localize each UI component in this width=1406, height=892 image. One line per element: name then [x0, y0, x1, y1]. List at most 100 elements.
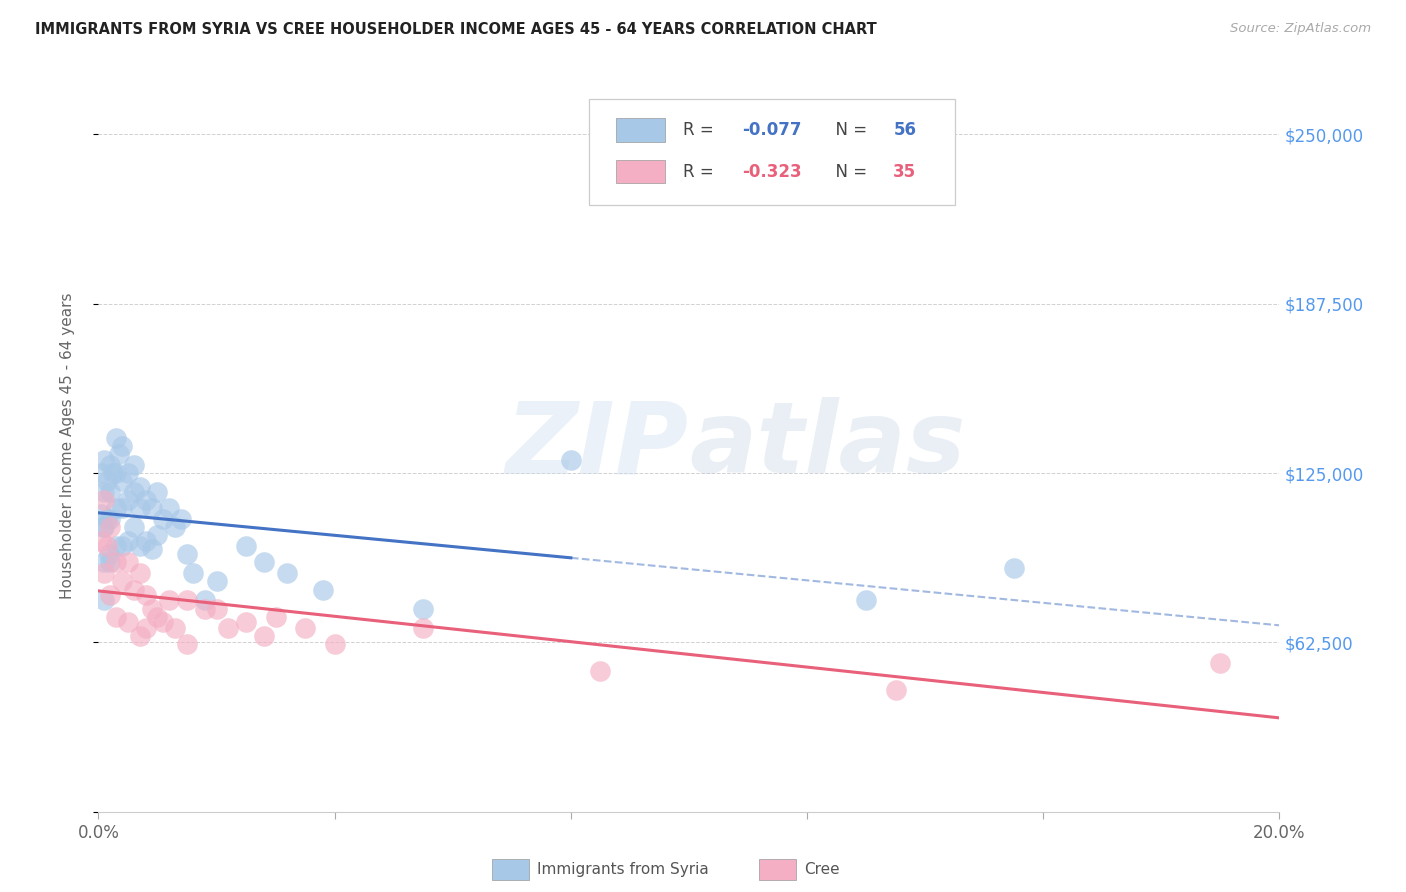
- Text: -0.077: -0.077: [742, 121, 801, 139]
- Text: 56: 56: [893, 121, 917, 139]
- Text: Source: ZipAtlas.com: Source: ZipAtlas.com: [1230, 22, 1371, 36]
- Point: [141, 501, 163, 516]
- Point: [117, 493, 139, 508]
- Point: [141, 601, 163, 615]
- Text: Cree: Cree: [804, 863, 839, 877]
- Point: [98, 556, 121, 570]
- Point: [93, 556, 115, 570]
- Point: [294, 620, 316, 634]
- Point: [93, 566, 115, 581]
- Point: [253, 556, 276, 570]
- Point: [90, 507, 112, 521]
- Point: [117, 533, 139, 548]
- Point: [1209, 656, 1232, 670]
- Point: [122, 582, 145, 597]
- Point: [98, 458, 121, 472]
- Point: [108, 447, 131, 461]
- Y-axis label: Householder Income Ages 45 - 64 years: Householder Income Ages 45 - 64 years: [60, 293, 75, 599]
- FancyBboxPatch shape: [589, 99, 955, 204]
- Point: [560, 452, 582, 467]
- Text: ZIP: ZIP: [506, 398, 689, 494]
- Point: [117, 556, 139, 570]
- Point: [96, 539, 118, 553]
- Point: [176, 593, 198, 607]
- Point: [105, 466, 128, 480]
- Point: [157, 501, 180, 516]
- Point: [111, 539, 134, 553]
- Point: [157, 593, 180, 607]
- Point: [93, 485, 115, 500]
- Point: [103, 466, 125, 480]
- Point: [93, 452, 115, 467]
- Point: [194, 601, 217, 615]
- Text: IMMIGRANTS FROM SYRIA VS CREE HOUSEHOLDER INCOME AGES 45 - 64 YEARS CORRELATION : IMMIGRANTS FROM SYRIA VS CREE HOUSEHOLDE…: [35, 22, 877, 37]
- Point: [146, 485, 169, 500]
- Point: [105, 431, 128, 445]
- Text: Immigrants from Syria: Immigrants from Syria: [537, 863, 709, 877]
- Point: [176, 547, 198, 561]
- Point: [152, 512, 174, 526]
- Text: N =: N =: [825, 121, 872, 139]
- Point: [90, 533, 112, 548]
- Point: [117, 615, 139, 629]
- Point: [205, 574, 228, 589]
- Point: [264, 609, 287, 624]
- Point: [111, 501, 134, 516]
- Point: [135, 533, 157, 548]
- Text: atlas: atlas: [689, 398, 966, 494]
- Point: [170, 512, 193, 526]
- Point: [90, 466, 112, 480]
- Point: [135, 588, 157, 602]
- Point: [217, 620, 239, 634]
- Point: [146, 528, 169, 542]
- Point: [194, 593, 217, 607]
- FancyBboxPatch shape: [616, 119, 665, 142]
- Point: [312, 582, 335, 597]
- Point: [96, 474, 118, 488]
- Point: [141, 541, 163, 556]
- Point: [128, 539, 150, 553]
- Point: [128, 480, 150, 494]
- Point: [105, 501, 128, 516]
- Point: [176, 637, 198, 651]
- Point: [235, 539, 257, 553]
- Point: [146, 609, 169, 624]
- Point: [117, 466, 139, 480]
- Point: [93, 593, 115, 607]
- Text: N =: N =: [825, 162, 872, 181]
- Point: [111, 574, 134, 589]
- Point: [96, 512, 118, 526]
- Point: [91, 520, 114, 534]
- Point: [105, 556, 128, 570]
- Point: [165, 520, 187, 534]
- Point: [253, 629, 276, 643]
- Point: [235, 615, 257, 629]
- Point: [412, 601, 434, 615]
- Point: [98, 588, 121, 602]
- Point: [589, 664, 612, 678]
- Text: -0.323: -0.323: [742, 162, 801, 181]
- Point: [122, 485, 145, 500]
- Point: [122, 520, 145, 534]
- Point: [98, 512, 121, 526]
- Point: [98, 520, 121, 534]
- Point: [855, 593, 877, 607]
- Point: [128, 629, 150, 643]
- Point: [111, 474, 134, 488]
- Point: [323, 637, 346, 651]
- Point: [884, 682, 907, 697]
- Text: 35: 35: [893, 162, 917, 181]
- Point: [1002, 561, 1025, 575]
- Point: [93, 520, 115, 534]
- Point: [122, 458, 145, 472]
- Point: [276, 566, 298, 581]
- Point: [135, 620, 157, 634]
- Point: [165, 620, 187, 634]
- Point: [181, 566, 204, 581]
- FancyBboxPatch shape: [616, 160, 665, 184]
- Point: [128, 501, 150, 516]
- Point: [98, 547, 121, 561]
- Point: [98, 485, 121, 500]
- Point: [128, 566, 150, 581]
- Point: [412, 620, 434, 634]
